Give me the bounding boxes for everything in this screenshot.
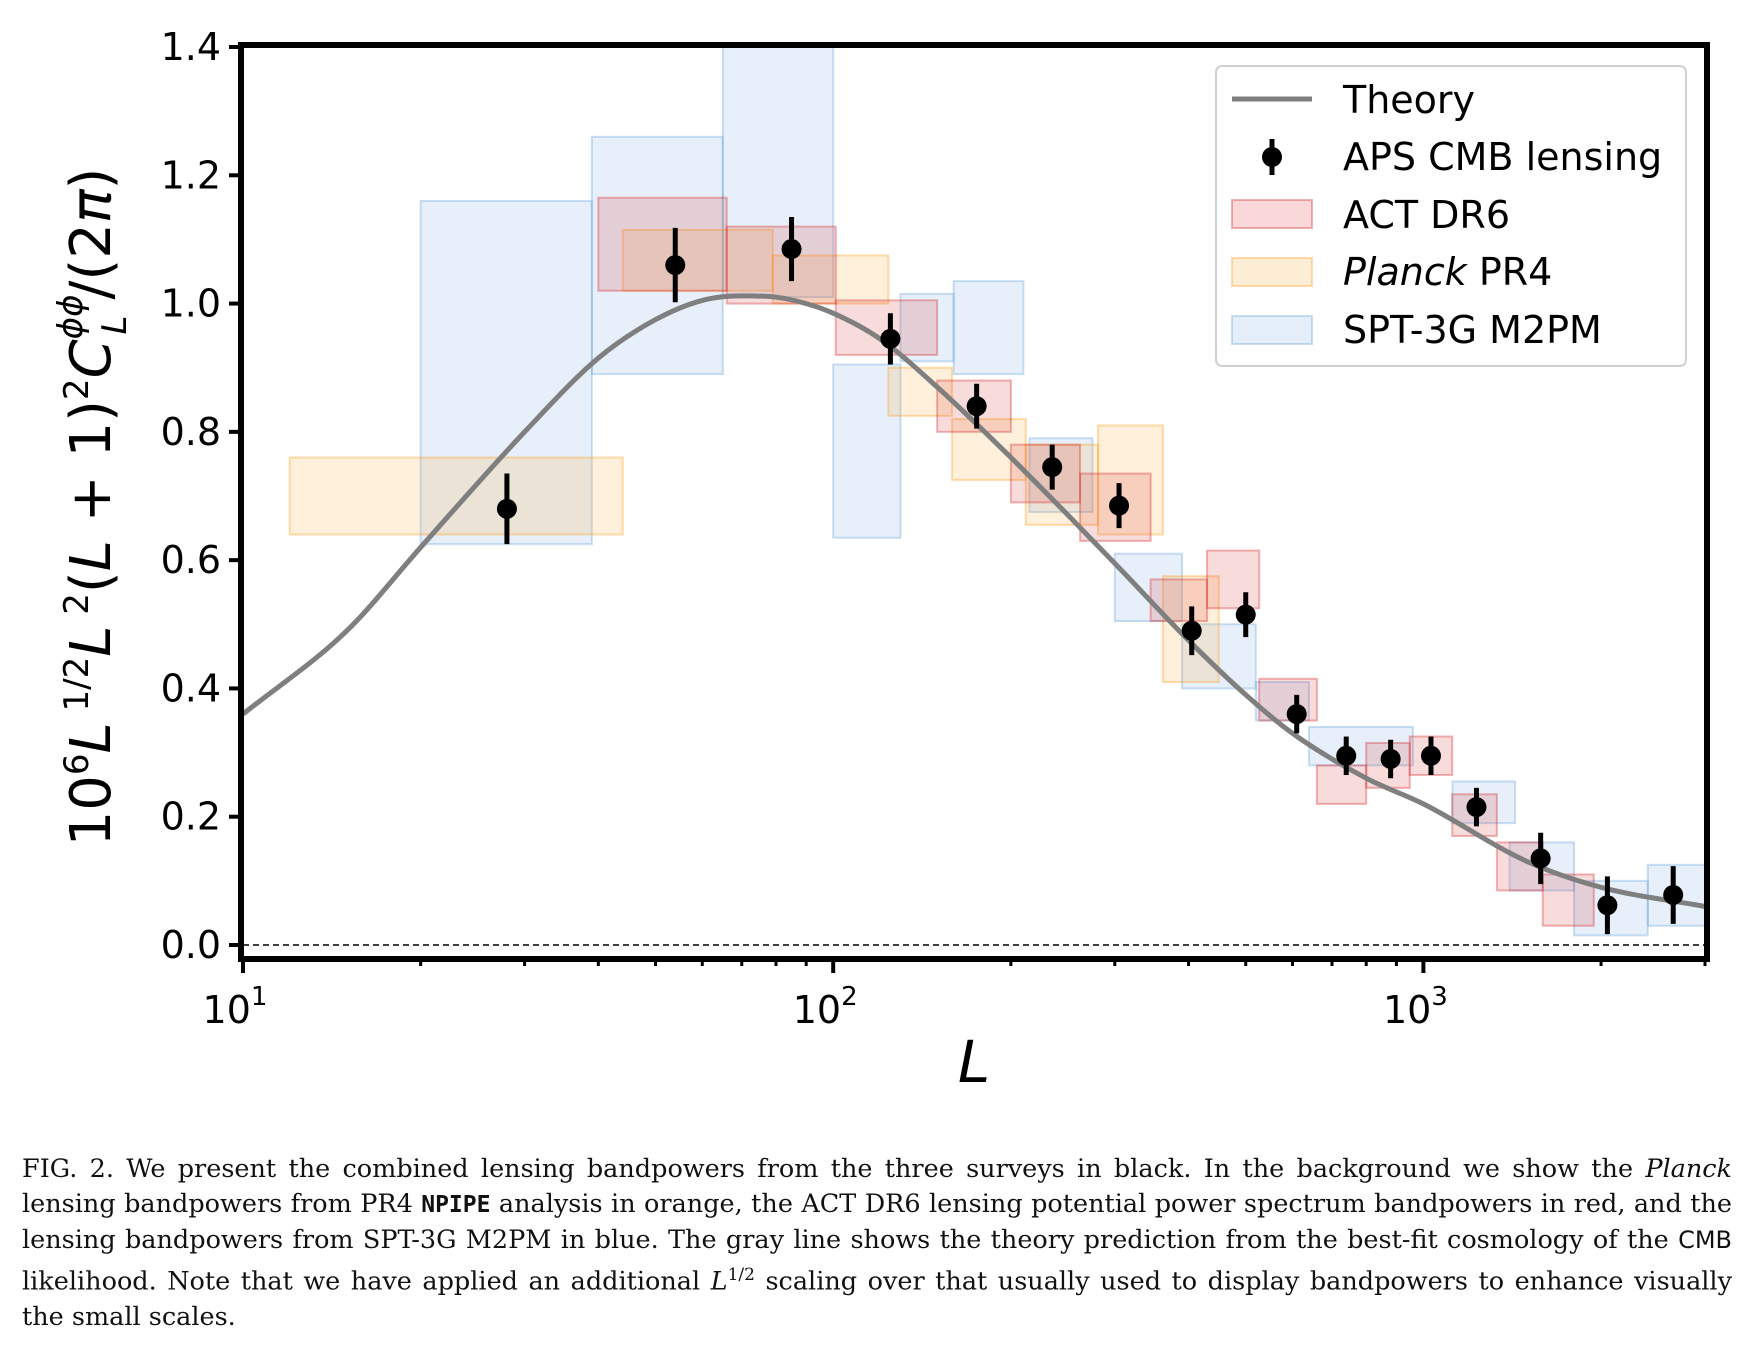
legend-planck-label: Planck PR4 <box>1343 250 1552 294</box>
aps-point <box>1181 620 1202 641</box>
planck-pr4-box <box>951 418 1027 481</box>
aps-point <box>665 255 686 276</box>
act-dr6-box <box>597 196 728 292</box>
planck-pr4-box <box>621 228 774 292</box>
lensing-bandpower-chart: 106L 1/2L 2(L + 1)2Cϕϕ L/(2π) L 0.0 0.2 0.4… <box>51 25 1710 1096</box>
y-tick-label: 0.0 <box>161 923 221 967</box>
plot-frame <box>238 42 1710 962</box>
caption-part-2: lensing bandpowers from PR4 <box>22 1189 422 1219</box>
aps-point <box>1042 457 1063 478</box>
legend-aps-label: APS CMB lensing <box>1343 135 1662 179</box>
spt-3g-m2pm-box <box>1113 552 1184 623</box>
spt-3g-m2pm-box <box>952 280 1025 376</box>
caption-part-1: FIG. 2. We present the combined lensing … <box>22 1154 1646 1184</box>
figure-caption: FIG. 2. We present the combined lensing … <box>22 1152 1732 1335</box>
x-tick-label: 102 <box>793 982 858 1032</box>
act-dr6-box <box>1149 578 1209 623</box>
caption-cmb: CMB <box>1678 1226 1732 1254</box>
y-tick-label: 0.6 <box>161 538 221 582</box>
legend: Theory APS CMB lensing ACT DR6 Planck PR… <box>1215 65 1687 367</box>
caption-l-symbol: L <box>710 1266 728 1297</box>
caption-planck: Planck <box>1645 1154 1732 1184</box>
aps-point <box>781 239 802 260</box>
y-tick-label: 0.4 <box>161 666 221 710</box>
act-dr6-box <box>725 225 837 305</box>
aps-point <box>1336 745 1357 766</box>
axis-ticks-layer: 0.0 0.2 0.4 0.6 0.8 1.0 1.2 1.4 101 102 103 <box>161 25 1707 1032</box>
caption-npipe: NPIPE <box>421 1192 491 1218</box>
legend-planck-swatch <box>1231 257 1313 287</box>
y-axis-label: 106L 1/2L 2(L + 1)2Cϕϕ L/(2π) <box>51 168 135 847</box>
spt-3g-m2pm-box <box>832 363 902 539</box>
aps-point <box>1109 495 1130 516</box>
planck-pr4-box <box>288 456 624 536</box>
caption-l-exponent: 1/2 <box>727 1265 755 1285</box>
y-tick-label: 0.8 <box>161 410 221 454</box>
aps-point <box>1530 848 1551 869</box>
aps-point <box>1420 745 1441 766</box>
y-tick-label: 1.0 <box>161 282 221 326</box>
caption-part-3: analysis in orange, the ACT DR6 lensing … <box>22 1189 1732 1255</box>
legend-aps-marker <box>1262 147 1282 167</box>
legend-act-label: ACT DR6 <box>1343 193 1510 237</box>
caption-part-4: likelihood. Note that we have applied an… <box>22 1266 711 1297</box>
aps-point <box>1466 797 1487 818</box>
aps-point <box>880 328 901 349</box>
x-tick-label: 101 <box>203 982 268 1032</box>
legend-act-swatch <box>1231 199 1313 229</box>
y-tick-label: 1.2 <box>161 153 221 197</box>
legend-spt-label: SPT-3G M2PM <box>1343 308 1602 352</box>
legend-planck-rest: PR4 <box>1467 250 1553 294</box>
act-dr6-box <box>1315 764 1368 805</box>
spt-3g-m2pm-box <box>899 292 955 363</box>
act-dr6-box <box>1206 549 1261 610</box>
aps-point <box>1663 884 1684 905</box>
legend-theory-label: Theory <box>1342 78 1475 122</box>
aps-point <box>1286 704 1307 725</box>
spt-3g-m2pm-box <box>1451 780 1517 825</box>
aps-point <box>1597 895 1618 916</box>
theory-curve <box>243 293 1705 909</box>
legend-spt-swatch <box>1231 315 1313 345</box>
aps-point <box>1380 748 1401 769</box>
planck-pr4-box <box>1097 424 1164 536</box>
aps-points-layer <box>496 216 1684 935</box>
legend-planck-italic: Planck <box>1343 250 1469 294</box>
y-tick-label: 1.4 <box>161 25 221 69</box>
spt-3g-m2pm-box <box>590 135 724 376</box>
aps-point <box>496 498 517 519</box>
caption-part-5: scaling over that usually used to displa… <box>22 1266 1732 1332</box>
aps-point <box>966 396 987 417</box>
x-axis-label: L <box>958 1028 990 1096</box>
aps-point <box>1235 604 1256 625</box>
spt-3g-m2pm-box <box>1646 863 1705 927</box>
legend-frame <box>1215 65 1687 367</box>
y-tick-label: 0.2 <box>161 795 221 839</box>
x-tick-label: 103 <box>1383 982 1448 1032</box>
